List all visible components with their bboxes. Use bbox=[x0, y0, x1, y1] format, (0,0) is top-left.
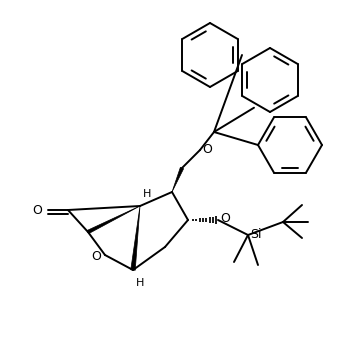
Text: O: O bbox=[202, 142, 212, 156]
Text: O: O bbox=[32, 204, 42, 217]
Polygon shape bbox=[172, 167, 184, 192]
Text: H: H bbox=[143, 189, 151, 199]
Text: H: H bbox=[136, 278, 144, 288]
Text: O: O bbox=[91, 250, 101, 264]
Polygon shape bbox=[87, 206, 140, 234]
Text: O: O bbox=[220, 213, 230, 226]
Polygon shape bbox=[131, 206, 140, 270]
Text: Si: Si bbox=[250, 228, 261, 242]
